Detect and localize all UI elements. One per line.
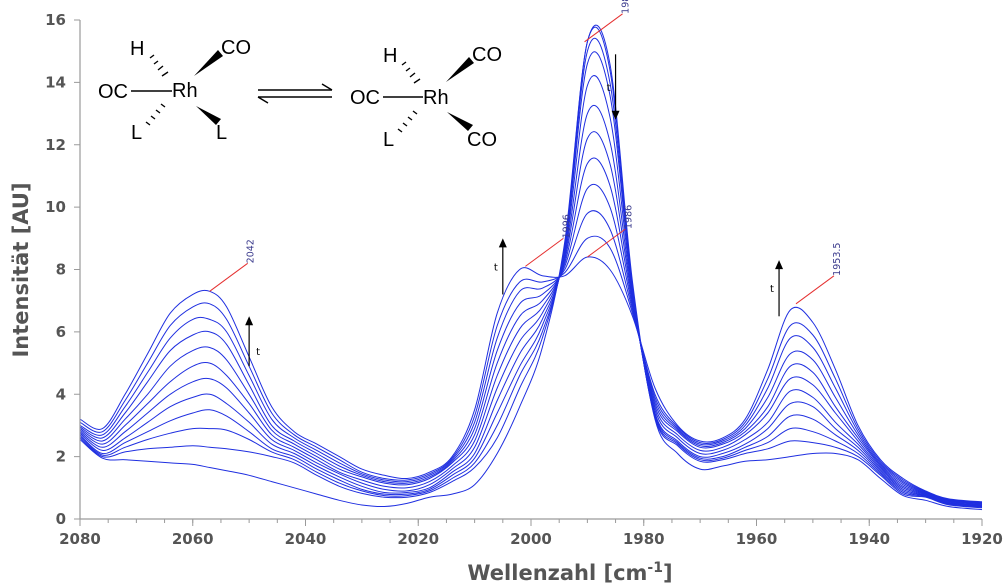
spectrum-line-7 <box>79 104 983 506</box>
right-co-bottom-wedge-bond <box>447 112 473 131</box>
left-co-top-label: CO <box>221 37 251 59</box>
peak-leader-line <box>587 228 626 258</box>
time-arrow-head <box>245 316 254 326</box>
x-axis-title-end: ] <box>663 561 673 585</box>
x-tick-label: 1980 <box>623 530 665 548</box>
x-tick-label: 1940 <box>848 530 890 548</box>
left-ligand-wedge-bond <box>196 106 221 125</box>
left-hydride-hashed-bond <box>149 54 169 77</box>
spectrum-line-2 <box>79 235 983 503</box>
left-ligand-hashed-bond <box>145 103 166 126</box>
peak-label: 1986 <box>623 205 634 229</box>
right-hydride-label: H <box>383 45 397 67</box>
y-tick-label: 8 <box>56 261 66 279</box>
peak-leader-line <box>209 262 248 292</box>
spectrum-line-12 <box>79 24 983 511</box>
y-axis-title: Intensität [AU] <box>9 182 33 357</box>
left-co-wedge-bond <box>194 50 223 76</box>
peak-leader-line <box>525 237 564 267</box>
right-complex-structure: H CO OC Rh L CO <box>350 44 502 151</box>
time-arrow-head <box>611 110 620 120</box>
left-ligand-bottom-right-label: L <box>216 122 227 144</box>
peak-label: 2042 <box>246 239 257 263</box>
spectrum-line-9 <box>79 51 983 507</box>
equilibrium-arrows <box>257 83 333 104</box>
peak-label: 1953.5 <box>832 243 843 276</box>
time-arrow-head <box>498 238 507 248</box>
spectrum-line-11 <box>79 26 983 509</box>
right-hydride-hashed-bond <box>401 61 421 84</box>
time-arrow-label: t <box>494 262 498 273</box>
x-axis-title-superscript: -1 <box>647 560 663 576</box>
y-tick-label: 14 <box>45 73 66 91</box>
x-tick-label: 2080 <box>59 530 101 548</box>
x-tick-label: 2060 <box>172 530 214 548</box>
time-arrow-group: t t t t <box>245 54 784 367</box>
left-oc-label: OC <box>98 81 128 103</box>
right-ligand-bottom-left-label: L <box>383 129 394 151</box>
x-tick-label: 2000 <box>510 530 552 548</box>
tick-group: 2080 2060 2040 2020 2000 1980 1960 1940 1920 0 2 4 6… <box>45 11 1003 548</box>
spectra-series-group <box>79 24 983 511</box>
spectrum-line-8 <box>79 75 983 507</box>
peak-leader-line <box>795 275 835 305</box>
spectrum-line-5 <box>79 157 983 505</box>
peak-label: 1996 <box>561 214 572 238</box>
right-co-top-wedge-bond <box>446 57 474 82</box>
right-co-top-label: CO <box>472 44 502 66</box>
right-metal-label: Rh <box>423 87 449 109</box>
annotation-group: 2042 1996 1986.5 1986 1953.5 <box>209 0 843 305</box>
right-ligand-hashed-bond <box>397 110 418 133</box>
left-complex-structure: H CO OC Rh L L <box>98 37 251 144</box>
peak-label: 1986.5 <box>621 0 632 14</box>
y-tick-label: 12 <box>45 136 66 154</box>
x-axis-title: Wellenzahl [cm-1] <box>467 560 672 585</box>
right-oc-label: OC <box>350 87 380 109</box>
x-tick-label: 1920 <box>961 530 1003 548</box>
left-metal-label: Rh <box>172 80 198 102</box>
y-tick-label: 4 <box>56 385 66 403</box>
y-tick-label: 16 <box>45 11 66 29</box>
left-hydride-label: H <box>130 38 144 60</box>
spectrum-line-6 <box>79 131 983 506</box>
x-tick-label: 2020 <box>397 530 439 548</box>
spectrum-line-10 <box>79 37 983 508</box>
time-arrow-label: t <box>256 347 260 358</box>
peak-leader-line <box>584 13 623 43</box>
y-tick-label: 10 <box>45 198 66 216</box>
y-tick-label: 6 <box>56 323 66 341</box>
x-tick-label: 1960 <box>736 530 778 548</box>
y-tick-label: 2 <box>56 448 66 466</box>
left-ligand-bottom-left-label: L <box>131 122 142 144</box>
y-tick-label: 0 <box>56 510 66 528</box>
spectrum-line-3 <box>79 210 983 504</box>
x-tick-label: 2040 <box>285 530 327 548</box>
time-arrow-label: t <box>607 83 611 94</box>
spectrum-line-4 <box>79 183 983 504</box>
time-arrow-label: t <box>770 284 774 295</box>
x-axis-title-main: Wellenzahl [cm <box>467 561 647 585</box>
spectrum-line-1 <box>79 256 983 503</box>
right-co-bottom-right-label: CO <box>467 129 497 151</box>
time-arrow-head <box>775 260 784 270</box>
